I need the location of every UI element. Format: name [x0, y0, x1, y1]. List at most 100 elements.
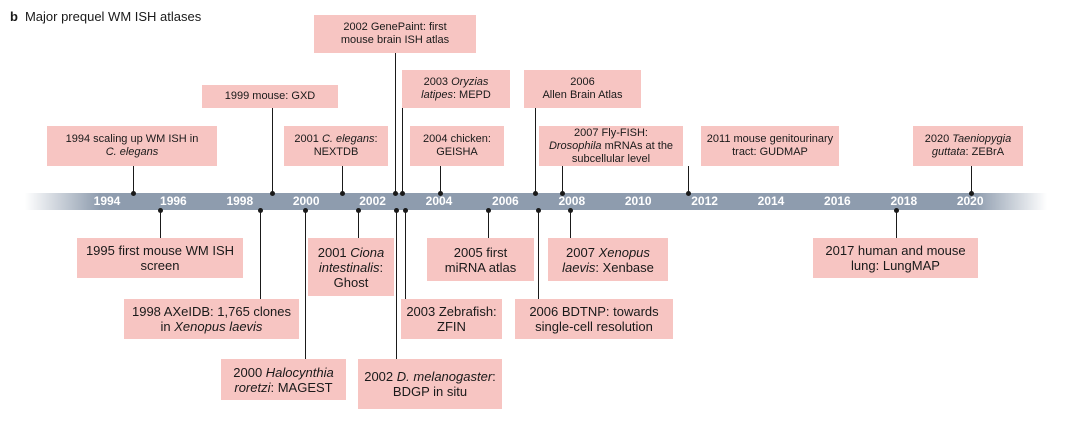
- event-text-line: 2000 Halocynthia: [233, 364, 334, 380]
- event-text-line: latipes: MEPD: [421, 89, 491, 101]
- connector-line: [570, 210, 571, 238]
- event-marker: [568, 207, 573, 213]
- event-text: 1994 scaling up WM ISH in C. elegans: [66, 133, 199, 159]
- connector-line: [971, 166, 972, 193]
- event-text-line: Ghost: [333, 274, 369, 290]
- year-label-2018: 2018: [890, 194, 918, 208]
- event-text-line: 1999 mouse: GXD: [224, 90, 316, 102]
- event-text-line: C. elegans: [105, 146, 159, 158]
- event-text-line: single-cell resolution: [535, 319, 653, 334]
- connector-line: [396, 210, 397, 359]
- event-text: 2001 Ciona intestinalis: Ghost: [318, 245, 385, 290]
- event-marker: [403, 207, 408, 213]
- event-text: 2003 Oryzias latipes: MEPD: [421, 76, 491, 102]
- event-text-line: Drosophila mRNAs at the: [548, 139, 674, 152]
- event-marker: [303, 207, 308, 213]
- event-box-1994: 1994 scaling up WM ISH in C. elegans: [47, 126, 217, 166]
- event-text-line: 2004 chicken:: [423, 133, 491, 145]
- event-text: 1998 AXeIDB: 1,765 clones in Xenopus laev…: [132, 304, 291, 334]
- year-label-2012: 2012: [691, 194, 718, 208]
- year-label-2014: 2014: [757, 194, 785, 208]
- event-text: 1999 mouse: GXD: [225, 90, 316, 103]
- year-label-2010: 2010: [624, 194, 652, 208]
- event-marker: [158, 207, 163, 213]
- event-text-line: tract: GUDMAP: [732, 146, 808, 158]
- event-marker: [356, 207, 361, 213]
- event-marker: [438, 190, 443, 196]
- event-box-2002a: 2002 GenePaint: first mouse brain ISH atl…: [314, 15, 476, 53]
- event-marker: [560, 190, 565, 196]
- figure-heading: b Major prequel WM ISH atlases: [10, 9, 201, 24]
- event-text-line: screen: [140, 258, 180, 273]
- event-box-2001b: 2001 Ciona intestinalis: Ghost: [308, 238, 394, 296]
- event-text: 1995 first mouse WM ISH screen: [86, 243, 234, 273]
- figure-title: Major prequel WM ISH atlases: [24, 9, 202, 24]
- event-text-line: 2007 Fly-FISH:: [574, 126, 648, 139]
- event-marker: [969, 190, 974, 196]
- event-text: 2002 GenePaint: first mouse brain ISH atl…: [341, 21, 449, 47]
- event-text: 2003 Zebrafish: ZFIN: [406, 304, 496, 334]
- event-text-line: 2006: [570, 76, 595, 88]
- event-text-line: 2001 C. elegans:: [294, 133, 378, 145]
- event-text-line: 2001 Ciona: [317, 244, 385, 260]
- event-text-line: 2003 Zebrafish:: [406, 304, 497, 319]
- year-label-2002: 2002: [359, 194, 386, 208]
- event-box-2007a: 2007 Fly-FISH: Drosophila mRNAs at the sub…: [539, 126, 683, 166]
- event-box-2004: 2004 chicken: GEISHA: [410, 126, 504, 166]
- connector-line: [488, 210, 489, 238]
- year-label-1994: 1994: [93, 194, 121, 208]
- timeline-bar: [25, 193, 1047, 210]
- connector-line: [535, 108, 536, 193]
- event-text-line: 2006 BDTNP: towards: [529, 304, 659, 319]
- event-box-2011: 2011 mouse genitourinary tract: GUDMAP: [701, 126, 839, 166]
- event-text-line: NEXTDB: [313, 146, 359, 158]
- event-text-line: 2003 Oryzias: [423, 76, 489, 88]
- year-label-2004: 2004: [425, 194, 453, 208]
- connector-line: [402, 108, 403, 193]
- event-box-2001a: 2001 C. elegans: NEXTDB: [284, 126, 388, 166]
- event-box-1995: 1995 first mouse WM ISH screen: [77, 238, 243, 278]
- year-label-2000: 2000: [292, 194, 320, 208]
- connector-line: [896, 210, 897, 238]
- connector-line: [160, 210, 161, 238]
- year-label-2006: 2006: [492, 194, 519, 208]
- connector-line: [395, 53, 396, 193]
- event-text-line: guttata: ZEBrA: [931, 146, 1005, 158]
- event-marker: [533, 190, 538, 196]
- panel-letter: b: [10, 9, 18, 24]
- connector-line: [688, 166, 689, 193]
- event-text-line: 2007 Xenopus: [566, 244, 650, 260]
- event-text-line: miRNA atlas: [444, 259, 517, 275]
- event-box-1999: 1999 mouse: GXD: [202, 85, 338, 108]
- event-text: 2001 C. elegans: NEXTDB: [294, 133, 377, 159]
- event-marker: [258, 207, 263, 213]
- event-box-2006b: 2006 BDTNP: towards single-cell resolutio…: [515, 299, 673, 339]
- event-box-2002b: 2002 D. melanogaster: BDGP in situ: [358, 359, 502, 409]
- event-text-line: subcellular level: [571, 152, 651, 165]
- year-label-2016: 2016: [824, 194, 851, 208]
- event-box-2005: 2005 first miRNA atlas: [427, 238, 534, 281]
- event-marker: [131, 190, 136, 196]
- event-box-1998: 1998 AXeIDB: 1,765 clones in Xenopus laev…: [124, 299, 299, 339]
- event-marker: [340, 190, 345, 196]
- event-text-line: intestinalis:: [318, 259, 384, 275]
- event-marker: [686, 190, 691, 196]
- event-text: 2007 Fly-FISH: Drosophila mRNAs at the sub…: [549, 127, 673, 166]
- event-text-line: in Xenopus laevis: [160, 319, 263, 334]
- connector-line: [405, 210, 406, 299]
- connector-line: [260, 210, 261, 299]
- connector-line: [562, 166, 563, 193]
- event-marker: [400, 190, 405, 196]
- connector-line: [440, 166, 441, 193]
- event-text-line: lung: LungMAP: [851, 258, 940, 273]
- event-box-2020: 2020 Taeniopygia guttata: ZEBrA: [913, 126, 1023, 166]
- event-text-line: GEISHA: [436, 146, 478, 158]
- event-marker: [536, 207, 541, 213]
- connector-line: [305, 210, 306, 359]
- event-marker: [270, 190, 275, 196]
- event-text-line: 2005 first: [453, 244, 508, 260]
- event-marker: [486, 207, 491, 213]
- event-text-line: 2011 mouse genitourinary: [706, 133, 834, 145]
- event-box-2003b: 2003 Zebrafish: ZFIN: [401, 299, 502, 339]
- event-text: 2007 Xenopus laevis: Xenbase: [562, 245, 654, 275]
